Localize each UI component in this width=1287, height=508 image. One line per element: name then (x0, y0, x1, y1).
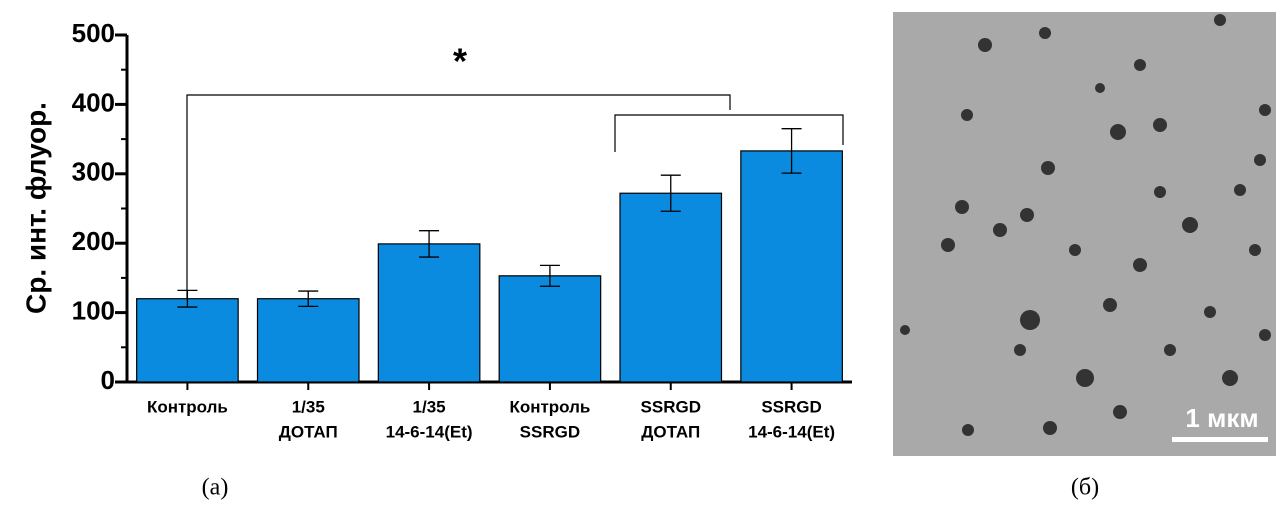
error-bar (298, 290, 319, 308)
x-tick-label: 14-6-14(Et) (748, 422, 835, 441)
bar (377, 243, 481, 383)
significance-mark: * (453, 41, 467, 82)
x-tick-label: ДОТАП (279, 422, 338, 441)
x-tick-label: Контроль (147, 397, 228, 416)
y-axis-label: Ср. инт. флуор. (20, 102, 51, 314)
x-tick-label: 1/35 (292, 397, 325, 416)
bar (256, 298, 360, 383)
y-tick-label: 400 (72, 87, 115, 117)
scale-bar-label: 1 мкм (1185, 403, 1258, 433)
x-tick-label: SSRGD (641, 397, 701, 416)
micrograph: 1 мкм (893, 12, 1276, 456)
bar (136, 298, 239, 383)
x-tick-label: 1/35 (413, 397, 446, 416)
caption: (а) (202, 475, 229, 501)
error-bar (781, 128, 802, 174)
scale-bar (1172, 437, 1268, 442)
error-bar (419, 230, 440, 258)
significance-brackets (186, 94, 844, 300)
x-tick-label: ДОТАП (641, 422, 700, 441)
x-tick-label: Контроль (509, 397, 590, 416)
error-bar (660, 174, 681, 212)
x-tick-label: 14-6-14(Et) (386, 422, 473, 441)
bar (740, 150, 843, 383)
y-tick-label: 0 (101, 365, 115, 395)
bar (498, 275, 602, 383)
y-tick-label: 500 (72, 18, 115, 48)
error-bar (539, 264, 560, 287)
error-bar (177, 289, 198, 308)
x-tick-label: SSRGD (520, 422, 580, 441)
x-tick-label: SSRGD (761, 397, 821, 416)
caption: (б) (1071, 475, 1099, 501)
y-tick-label: 200 (72, 226, 115, 256)
bar (619, 192, 723, 383)
y-tick-label: 100 (72, 295, 115, 325)
y-tick-label: 300 (72, 157, 115, 187)
